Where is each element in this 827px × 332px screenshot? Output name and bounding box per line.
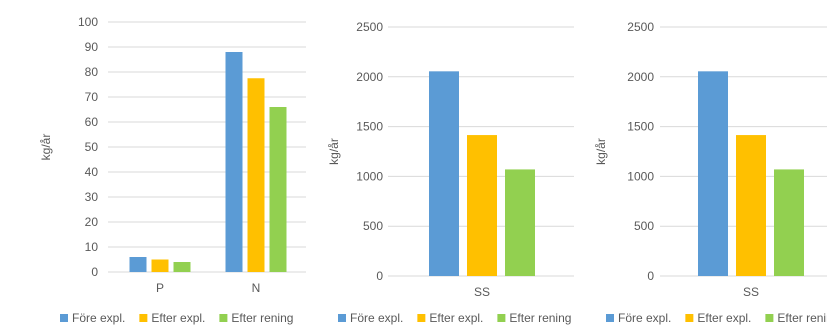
y-tick-label: 1500 [356, 120, 383, 134]
y-tick-label: 100 [78, 15, 98, 29]
legend-label: Efter renin [777, 311, 827, 325]
y-tick-label: 70 [85, 90, 99, 104]
legend-label: Efter rening [509, 311, 571, 325]
legend-label: Före expl. [618, 311, 671, 325]
y-tick-label: 30 [85, 190, 99, 204]
bar-P-2 [151, 259, 169, 272]
y-tick-label: 2500 [356, 20, 383, 34]
y-tick-label: 60 [85, 115, 99, 129]
legend-swatch [606, 314, 614, 322]
y-tick-label: 500 [634, 219, 654, 233]
legend-swatch [338, 314, 346, 322]
x-category-label: SS [474, 285, 490, 299]
y-tick-label: 2000 [627, 70, 654, 84]
bar-SS-1 [698, 71, 728, 277]
legend-label: Efter expl. [697, 311, 751, 325]
y-tick-label: 2000 [356, 70, 383, 84]
chart-2: 0 500 1000 1500 2000 2500 kg/år SS Före expl. Eft… [327, 20, 574, 325]
bar-SS-3 [774, 169, 804, 276]
legend-swatch [497, 314, 506, 322]
y-tick-label: 0 [647, 269, 654, 283]
y-tick-label: 2500 [627, 20, 654, 34]
y-tick-label: 40 [85, 165, 99, 179]
bar-N-3 [269, 107, 287, 272]
y-tick-label: 1000 [356, 169, 383, 183]
legend-swatch [417, 314, 426, 322]
y-tick-label: 50 [85, 140, 99, 154]
y-tick-label: 10 [85, 240, 99, 254]
bar-SS-3 [505, 169, 535, 276]
legend-swatch [219, 314, 228, 322]
chart-1: 0 10 20 30 40 50 60 70 80 90 100 kg/år P N Före expl. E… [39, 15, 306, 325]
legend-label: Efter rening [231, 311, 293, 325]
y-tick-label: 1000 [627, 169, 654, 183]
y-tick-label: 0 [91, 265, 98, 279]
legend-label: Före expl. [72, 311, 125, 325]
legend-label: Efter expl. [429, 311, 483, 325]
legend-swatch [60, 314, 68, 322]
bar-P-3 [173, 262, 191, 272]
legend-swatch [765, 314, 774, 322]
y-tick-label: 80 [85, 65, 99, 79]
y-tick-label: 20 [85, 215, 99, 229]
y-tick-label: 500 [363, 219, 383, 233]
y-tick-label: 0 [376, 269, 383, 283]
chart-3: 0 500 1000 1500 2000 2500 kg/år SS Före expl. Eft… [594, 20, 827, 325]
bar-P-1 [129, 257, 147, 272]
bar-SS-2 [467, 135, 497, 276]
legend-swatch [685, 314, 694, 322]
bar-N-2 [247, 78, 265, 272]
legend-label: Efter expl. [151, 311, 205, 325]
y-axis-label: kg/år [327, 138, 341, 165]
x-category-label: SS [743, 285, 759, 299]
y-tick-label: 1500 [627, 120, 654, 134]
y-axis-label: kg/år [39, 134, 53, 161]
bar-SS-2 [736, 135, 766, 276]
bar-N-1 [225, 52, 243, 272]
legend-swatch [139, 314, 148, 322]
y-axis-label: kg/år [594, 138, 608, 165]
legend-label: Före expl. [350, 311, 403, 325]
bar-SS-1 [429, 71, 459, 277]
x-category-label: N [252, 281, 261, 295]
x-category-label: P [156, 281, 164, 295]
y-tick-label: 90 [85, 40, 99, 54]
